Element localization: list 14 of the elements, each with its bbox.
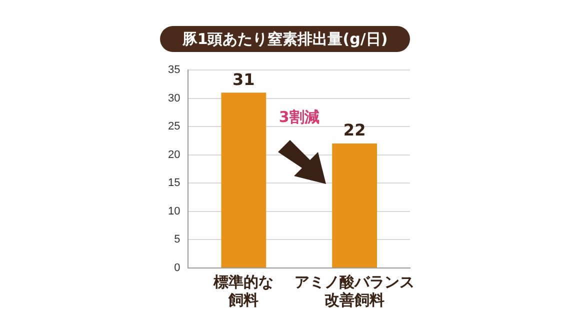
y-tick-label: 15 [168,177,180,190]
annotation: 3割減 [278,108,320,126]
x-tick-label: アミノ酸バランス改善飼料 [294,272,415,309]
y-tick-label: 30 [168,92,180,104]
x-tick-label: 標準的な飼料 [212,272,274,309]
y-tick-label: 0 [174,262,180,274]
y-tick-label: 5 [174,234,180,246]
y-tick-label: 20 [168,148,180,161]
data-label: 22 [343,120,366,140]
y-tick-label: 25 [168,120,180,133]
data-label: 31 [232,70,255,89]
chart-title: 豚1頭あたり窒素排出量(g/日) [160,26,410,52]
y-tick-label: 10 [168,205,180,218]
y-tick-label: 35 [168,64,180,76]
